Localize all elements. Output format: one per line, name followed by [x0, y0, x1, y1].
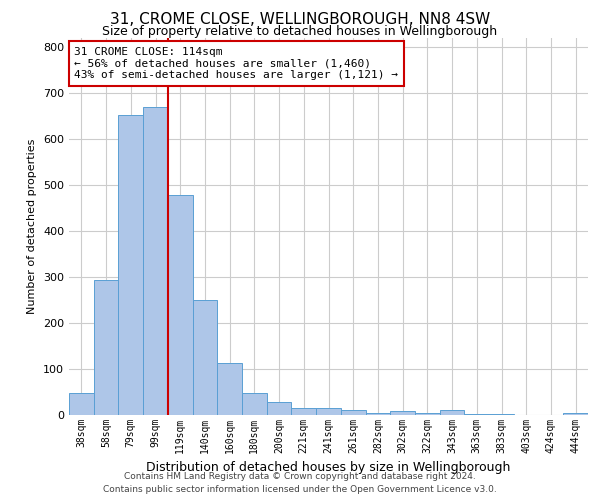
Bar [267, 402, 292, 415]
Bar [217, 363, 242, 415]
Bar [365, 412, 390, 415]
Bar [118, 115, 143, 415]
Text: Contains HM Land Registry data © Crown copyright and database right 2024.
Contai: Contains HM Land Registry data © Crown c… [103, 472, 497, 494]
X-axis label: Distribution of detached houses by size in Wellingborough: Distribution of detached houses by size … [146, 462, 511, 474]
Bar [316, 408, 341, 415]
Bar [341, 410, 365, 415]
Bar [415, 412, 440, 415]
Bar [143, 108, 168, 415]
Y-axis label: Number of detached properties: Number of detached properties [28, 138, 37, 314]
Bar [489, 414, 514, 415]
Text: Size of property relative to detached houses in Wellingborough: Size of property relative to detached ho… [103, 25, 497, 38]
Bar [390, 412, 415, 415]
Text: 31 CROME CLOSE: 114sqm
← 56% of detached houses are smaller (1,460)
43% of semi-: 31 CROME CLOSE: 114sqm ← 56% of detached… [74, 47, 398, 80]
Text: 31, CROME CLOSE, WELLINGBOROUGH, NN8 4SW: 31, CROME CLOSE, WELLINGBOROUGH, NN8 4SW [110, 12, 490, 26]
Bar [193, 300, 217, 415]
Bar [464, 414, 489, 415]
Bar [292, 408, 316, 415]
Bar [168, 195, 193, 415]
Bar [242, 393, 267, 415]
Bar [440, 410, 464, 415]
Bar [94, 280, 118, 415]
Bar [69, 394, 94, 415]
Bar [563, 412, 588, 415]
